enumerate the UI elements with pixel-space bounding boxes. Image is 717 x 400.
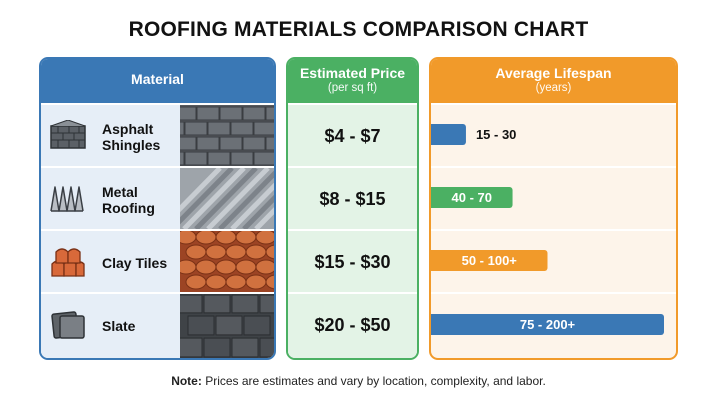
material-label-line: Metal xyxy=(102,184,138,200)
lifespan-bar-chart: 15 - 30 40 - 70 50 - 100+ 75 - 200+ xyxy=(431,124,664,335)
material-label-metal: Metal Roofing xyxy=(102,184,155,216)
material-label-asphalt: Asphalt Shingles xyxy=(102,121,160,153)
price-header-sublabel: (per sq ft) xyxy=(327,82,378,94)
material-label-slate: Slate xyxy=(102,318,135,334)
lifespan-bar xyxy=(431,314,664,335)
lifespan-row xyxy=(431,103,676,166)
lifespan-header-label: Average Lifespan xyxy=(495,65,612,81)
price-header: Estimated Price (per sq ft) xyxy=(288,59,417,103)
price-cell: $15 - $30 xyxy=(288,229,417,292)
material-label-clay: Clay Tiles xyxy=(102,255,167,271)
material-row-asphalt: Asphalt Shingles xyxy=(41,103,274,166)
price-cell: $20 - $50 xyxy=(288,292,417,358)
material-header-label: Material xyxy=(131,71,184,87)
price-cell: $4 - $7 xyxy=(288,103,417,166)
lifespan-column: Average Lifespan (years) 15 - 30 40 - 70 5… xyxy=(429,57,678,360)
material-label-line: Clay Tiles xyxy=(102,255,168,271)
footnote: Note: Prices are estimates and vary by l… xyxy=(0,374,717,388)
chart-title: ROOFING MATERIALS COMPARISON CHART xyxy=(128,18,589,41)
lifespan-row xyxy=(431,229,676,292)
clay-tiles-icon xyxy=(51,248,85,277)
lifespan-bar-label: 75 - 200+ xyxy=(520,317,576,332)
price-cell: $8 - $15 xyxy=(288,166,417,229)
lifespan-header: Average Lifespan (years) xyxy=(431,59,676,103)
metal-roofing-photo xyxy=(180,168,274,229)
metal-roofing-icon xyxy=(50,186,84,212)
material-column: Material Asphalt Shingles xyxy=(39,57,276,360)
lifespan-bar xyxy=(431,124,466,145)
lifespan-row xyxy=(431,292,676,358)
lifespan-bar xyxy=(431,250,548,271)
asphalt-shingles-icon xyxy=(50,120,86,149)
material-row-clay: Clay Tiles xyxy=(41,229,274,292)
material-label-line: Slate xyxy=(102,318,136,334)
slate-photo xyxy=(180,294,274,358)
footnote-prefix: Note: xyxy=(171,374,202,388)
clay-tiles-photo xyxy=(180,231,274,292)
lifespan-bar-label: 40 - 70 xyxy=(452,190,492,205)
lifespan-header-sublabel: (years) xyxy=(535,82,572,94)
price-column: Estimated Price (per sq ft) $4 - $7 $8 -… xyxy=(286,57,419,360)
material-label-line: Shingles xyxy=(102,137,161,153)
footnote-text: Prices are estimates and vary by locatio… xyxy=(201,374,546,388)
price-header-label: Estimated Price xyxy=(299,65,406,81)
material-header: Material xyxy=(41,59,274,103)
lifespan-row xyxy=(431,166,676,229)
asphalt-shingles-photo xyxy=(180,105,274,166)
material-row-metal: Metal Roofing xyxy=(41,166,274,229)
slate-icon xyxy=(51,311,85,339)
lifespan-bar xyxy=(431,187,513,208)
material-row-slate: Slate xyxy=(41,292,274,358)
material-label-line: Roofing xyxy=(102,200,155,216)
material-label-line: Asphalt xyxy=(102,121,154,137)
lifespan-bar-label: 15 - 30 xyxy=(476,127,516,142)
lifespan-bar-label: 50 - 100+ xyxy=(462,253,518,268)
